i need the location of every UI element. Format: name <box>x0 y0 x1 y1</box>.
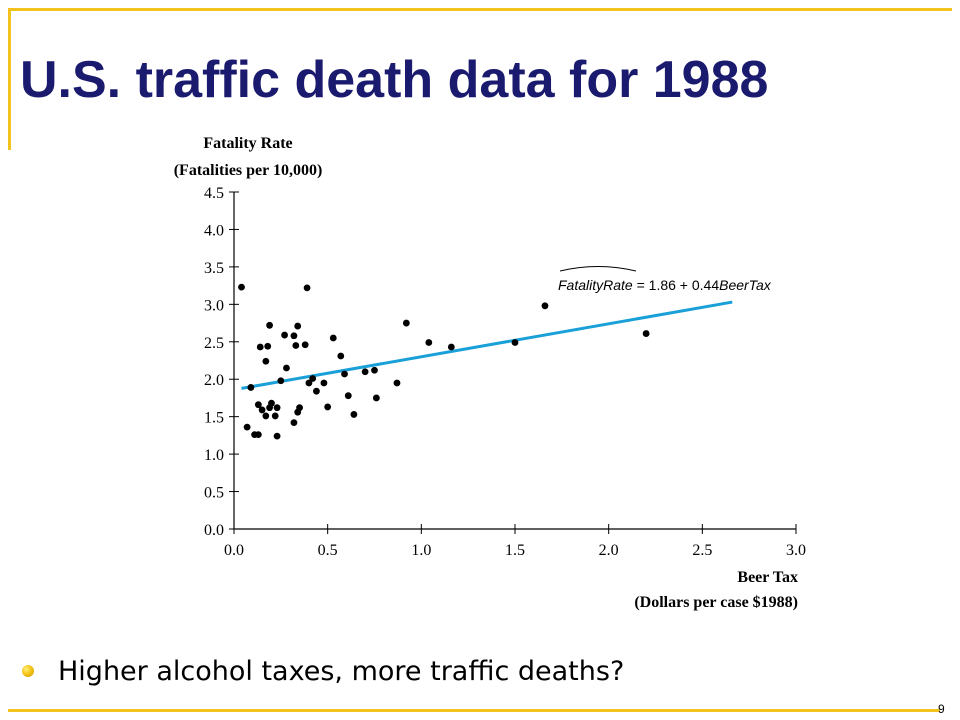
data-point <box>254 431 262 439</box>
yellow-circle-bullet-icon <box>22 665 34 677</box>
equation-hat-icon <box>559 266 637 272</box>
data-point <box>296 404 303 412</box>
bullet-text: Higher alcohol taxes, more traffic death… <box>58 655 625 687</box>
data-point <box>372 394 380 402</box>
data-point <box>292 342 300 349</box>
data-point <box>303 284 311 292</box>
data-point <box>281 331 288 339</box>
y-tick-label: 2.5 <box>204 335 224 352</box>
data-point <box>301 341 309 349</box>
data-point <box>264 342 272 350</box>
data-point <box>262 412 270 420</box>
data-point <box>350 411 358 418</box>
data-point <box>541 302 549 310</box>
data-point <box>361 368 369 376</box>
y-axis-title-line1: Fatality Rate <box>203 135 292 152</box>
x-tick-label: 0.5 <box>318 542 338 559</box>
data-point <box>273 404 281 412</box>
data-point <box>393 379 401 387</box>
y-tick-label: 1.5 <box>204 410 224 427</box>
data-point <box>247 384 255 391</box>
bullet-item: Higher alcohol taxes, more traffic death… <box>22 646 624 696</box>
data-point <box>329 334 337 342</box>
data-point <box>313 387 320 395</box>
y-tick-label: 0.0 <box>204 522 224 539</box>
data-point <box>271 412 279 420</box>
data-point <box>324 403 332 411</box>
x-axis-title-line1: Beer Tax <box>737 569 798 586</box>
x-axis-title-line2: (Dollars per case $1988) <box>634 594 798 611</box>
y-tick-label: 1.0 <box>204 447 224 464</box>
slide-frame-bottom-rule <box>8 709 940 712</box>
slide-frame-left-rule <box>8 8 11 150</box>
slide-title: U.S. traffic death data for 1988 <box>20 51 769 109</box>
x-tick-label: 1.5 <box>505 542 525 559</box>
data-point <box>277 377 285 385</box>
y-tick-label: 3.5 <box>204 260 224 277</box>
y-axis-title-line2: (Fatalities per 10,000) <box>174 162 323 179</box>
regression-line <box>241 300 733 390</box>
data-point <box>337 352 345 360</box>
data-point <box>309 375 317 382</box>
slide-frame-top-rule <box>8 8 952 11</box>
data-point <box>341 370 348 378</box>
data-point <box>266 321 273 329</box>
y-tick-label: 2.0 <box>204 372 224 389</box>
data-point <box>262 357 270 365</box>
x-tick-label: 0.0 <box>224 542 244 559</box>
data-point <box>511 339 519 346</box>
data-point <box>344 392 352 400</box>
y-tick-label: 4.0 <box>204 222 224 239</box>
data-point <box>290 419 298 427</box>
data-point <box>254 401 262 409</box>
data-point <box>371 366 378 374</box>
regression-equation: FatalityRate = 1.86 + 0.44BeerTax <box>558 277 772 293</box>
y-tick-label: 3.0 <box>204 297 224 314</box>
data-point <box>425 339 433 346</box>
y-tick-label: 0.5 <box>204 485 224 502</box>
data-point <box>258 406 266 414</box>
data-point <box>273 432 281 440</box>
x-tick-label: 1.0 <box>411 542 431 559</box>
data-point <box>305 379 313 387</box>
data-point <box>268 399 275 407</box>
x-tick-label: 2.5 <box>692 542 712 559</box>
y-tick-label: 4.5 <box>204 185 224 202</box>
data-point <box>447 343 455 351</box>
data-point <box>243 423 251 431</box>
data-point <box>402 319 410 327</box>
data-point <box>283 364 290 372</box>
data-point <box>320 379 328 387</box>
data-point <box>290 332 298 340</box>
x-tick-label: 3.0 <box>786 542 806 559</box>
x-tick-label: 2.0 <box>599 542 619 559</box>
data-point <box>256 343 264 351</box>
data-point <box>642 330 650 337</box>
data-point <box>294 322 302 330</box>
data-point <box>238 283 245 291</box>
page-number: 9 <box>938 702 945 716</box>
